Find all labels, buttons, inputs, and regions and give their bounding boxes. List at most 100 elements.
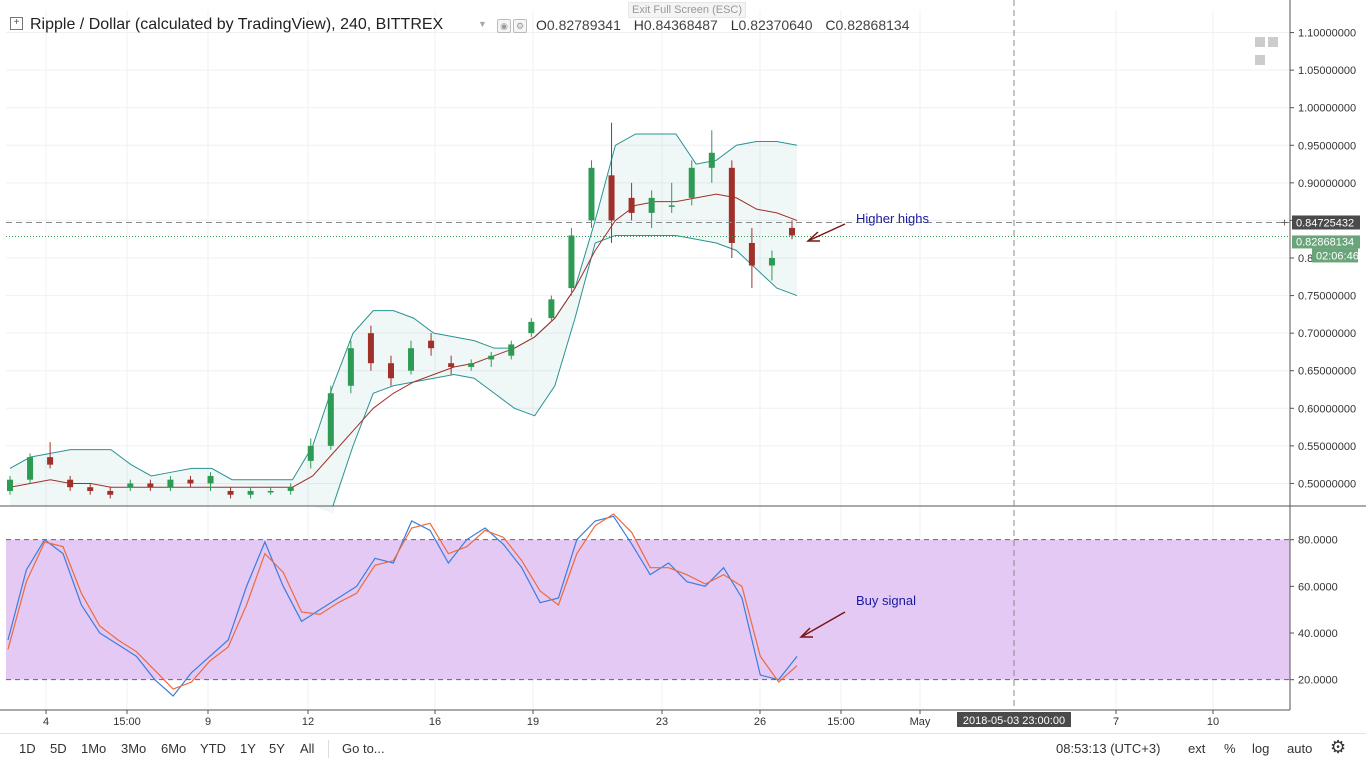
- pane-down-icon[interactable]: [1268, 37, 1278, 47]
- time-tick-label: 4: [43, 716, 49, 728]
- candle: [428, 333, 435, 356]
- arrow-buy-signal-icon: [802, 611, 846, 637]
- range-all[interactable]: All: [300, 741, 315, 756]
- range-5d[interactable]: 5D: [50, 741, 67, 756]
- open-label: O: [536, 17, 547, 33]
- crosshair-price-label-bg: [1292, 215, 1360, 230]
- crosshair-price-label: 0.84725432: [1296, 217, 1354, 229]
- candle-body: [488, 355, 495, 360]
- bollinger-basis-line: [9, 193, 798, 488]
- candle-body: [227, 490, 234, 495]
- candle-body: [789, 227, 795, 236]
- candle-body: [127, 483, 134, 488]
- candle: [708, 130, 715, 183]
- arrow-head-icon: [799, 627, 813, 638]
- bollinger-lower-line: [332, 234, 798, 507]
- time-tick-label: 9: [205, 716, 211, 728]
- candle-body: [748, 242, 755, 266]
- candle: [127, 479, 134, 491]
- candle-body: [548, 299, 555, 319]
- goto-button[interactable]: Go to...: [342, 741, 385, 756]
- time-tick-label: May: [910, 716, 931, 728]
- gear-icon[interactable]: ⚙: [1330, 737, 1347, 757]
- price-tick-label: 0.65000000: [1298, 366, 1356, 378]
- pane-controls[interactable]: [1255, 34, 1290, 70]
- candle-body: [428, 340, 435, 349]
- price-tick-label: 0.95000000: [1298, 140, 1356, 152]
- chevron-down-icon[interactable]: ▼: [478, 19, 487, 29]
- candle: [588, 160, 595, 228]
- stoch-band-fill: [6, 539, 1290, 680]
- settings-icon[interactable]: ⚙: [513, 19, 527, 33]
- last-price-label: 0.82868134: [1296, 236, 1354, 248]
- candle-body: [27, 457, 34, 480]
- exit-fullscreen-hint[interactable]: Exit Full Screen (ESC): [628, 2, 747, 18]
- candle: [367, 325, 374, 371]
- pane-up-icon[interactable]: [1255, 37, 1265, 47]
- candle: [528, 318, 535, 337]
- time-tick-label: 15:00: [113, 716, 141, 728]
- annotation-buy-signal: Buy signal: [856, 593, 916, 608]
- price-tick-label: 0.75000000: [1298, 291, 1356, 303]
- range-1y[interactable]: 1Y: [240, 741, 256, 756]
- eye-icon[interactable]: ◉: [497, 19, 511, 33]
- candle: [347, 340, 354, 394]
- collapse-legend-icon[interactable]: +: [10, 17, 23, 30]
- candle: [27, 453, 34, 484]
- candle: [688, 160, 695, 206]
- price-tick-label: 1.00000000: [1298, 103, 1356, 115]
- candle: [147, 479, 154, 491]
- time-tick-label: 7: [1113, 716, 1119, 728]
- plus-icon[interactable]: +: [1281, 215, 1288, 229]
- percent-toggle[interactable]: %: [1224, 741, 1236, 756]
- range-5y[interactable]: 5Y: [269, 741, 285, 756]
- candle: [307, 438, 314, 469]
- candle-body: [207, 475, 214, 484]
- candle: [107, 487, 114, 499]
- candle: [648, 190, 655, 228]
- time-tick-label: 12: [302, 716, 314, 728]
- arrow-higher-highs-icon: [809, 223, 846, 241]
- range-3mo[interactable]: 3Mo: [121, 741, 147, 756]
- candle-body: [468, 363, 475, 367]
- auto-toggle[interactable]: auto: [1287, 741, 1313, 756]
- pane-maximize-icon[interactable]: [1255, 55, 1265, 65]
- candle-body: [668, 205, 675, 207]
- countdown-label-bg: [1312, 248, 1358, 263]
- ext-toggle[interactable]: ext: [1188, 741, 1206, 756]
- range-ytd[interactable]: YTD: [200, 741, 226, 756]
- price-tick-label: 0.50000000: [1298, 478, 1356, 490]
- candle-body: [147, 483, 154, 488]
- chart-overlay: 0.84725432 +0.82868134 02:06:46 2018-05-03 …: [6, 0, 1360, 727]
- ohlc-values: O0.82789341 H0.84368487 L0.82370640 C0.8…: [536, 17, 918, 33]
- axes: 1.10000000 1.05000000 1.00000000 0.95000000…: [0, 0, 1366, 728]
- high-label: H: [633, 17, 644, 33]
- chart-canvas[interactable]: 1.10000000 1.05000000 1.00000000 0.95000000…: [0, 0, 1366, 733]
- range-1d[interactable]: 1D: [19, 741, 36, 756]
- candle: [287, 483, 294, 495]
- symbol-title[interactable]: Ripple / Dollar (calculated by TradingVi…: [30, 16, 444, 33]
- price-tick-label: 0.70000000: [1298, 328, 1356, 340]
- candle-body: [67, 479, 74, 488]
- candle-body: [387, 363, 394, 379]
- log-toggle[interactable]: log: [1252, 741, 1270, 756]
- candle: [327, 385, 334, 450]
- candle-body: [287, 487, 294, 491]
- candle-body: [267, 490, 274, 493]
- candle-body: [648, 197, 655, 213]
- symbol-header: + Ripple / Dollar (calculated by Trading…: [0, 0, 1290, 65]
- stoch-tick-label: 80.0000: [1298, 535, 1338, 547]
- range-1mo[interactable]: 1Mo: [81, 741, 107, 756]
- candle-body: [167, 479, 174, 488]
- candle-body: [307, 445, 314, 461]
- candle: [267, 487, 274, 495]
- toolbar-divider: [328, 740, 329, 758]
- candle-body: [508, 344, 515, 356]
- time-tick-label: 10: [1207, 716, 1219, 728]
- candle-body: [408, 348, 415, 371]
- range-6mo[interactable]: 6Mo: [161, 741, 187, 756]
- stoch-tick-label: 40.0000: [1298, 628, 1338, 640]
- clock-timezone[interactable]: 08:53:13 (UTC+3): [1056, 741, 1161, 756]
- stoch-tick-label: 60.0000: [1298, 581, 1338, 593]
- candle: [728, 160, 735, 258]
